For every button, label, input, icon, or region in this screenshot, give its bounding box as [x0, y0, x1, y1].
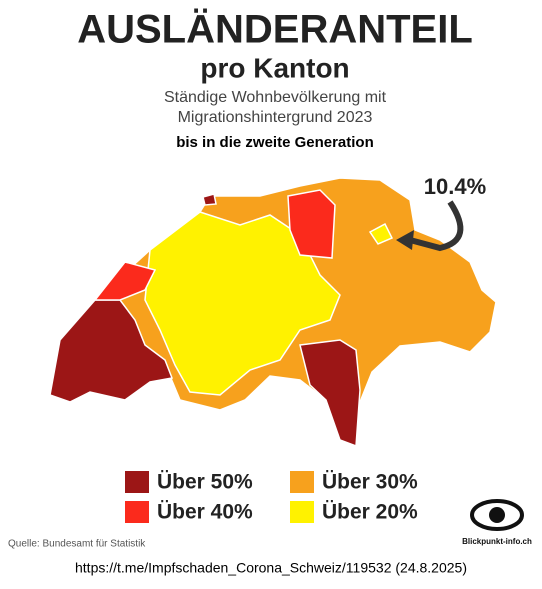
- arrow: [409, 200, 464, 252]
- legend: Über 50% Über 40% Über 30% Über 20%: [125, 471, 418, 524]
- legend-label: Über 30%: [322, 471, 418, 494]
- note: bis in die zweite Generation: [176, 134, 374, 151]
- legend-swatch: [125, 501, 149, 523]
- legend-swatch: [290, 471, 314, 493]
- footer-link: https://t.me/Impfschaden_Corona_Schweiz/…: [75, 560, 467, 576]
- description: Ständige Wohnbevölkerung mit: [164, 89, 387, 106]
- legend-label: Über 20%: [322, 501, 418, 524]
- logo-pupil: [489, 507, 505, 523]
- subtitle: pro Kanton: [200, 52, 349, 83]
- annotation: 10.4%: [424, 174, 486, 199]
- region: [368, 222, 394, 245]
- map: [49, 177, 497, 448]
- legend-swatch: [125, 471, 149, 493]
- legend-label: Über 40%: [157, 501, 253, 524]
- legend-swatch: [290, 501, 314, 523]
- arrow-head: [396, 230, 414, 250]
- description: Migrationshintergrund 2023: [178, 109, 373, 126]
- legend-label: Über 50%: [157, 471, 253, 494]
- logo-text: Blickpunkt-info.ch: [462, 537, 532, 546]
- region: [299, 339, 361, 448]
- logo-eye: [470, 499, 524, 531]
- title: AUSLÄNDERANTEIL: [77, 8, 473, 52]
- region: [287, 189, 336, 259]
- region: [202, 193, 217, 206]
- source: Quelle: Bundesamt für Statistik: [8, 539, 146, 550]
- region: [144, 211, 341, 396]
- region: [93, 261, 157, 301]
